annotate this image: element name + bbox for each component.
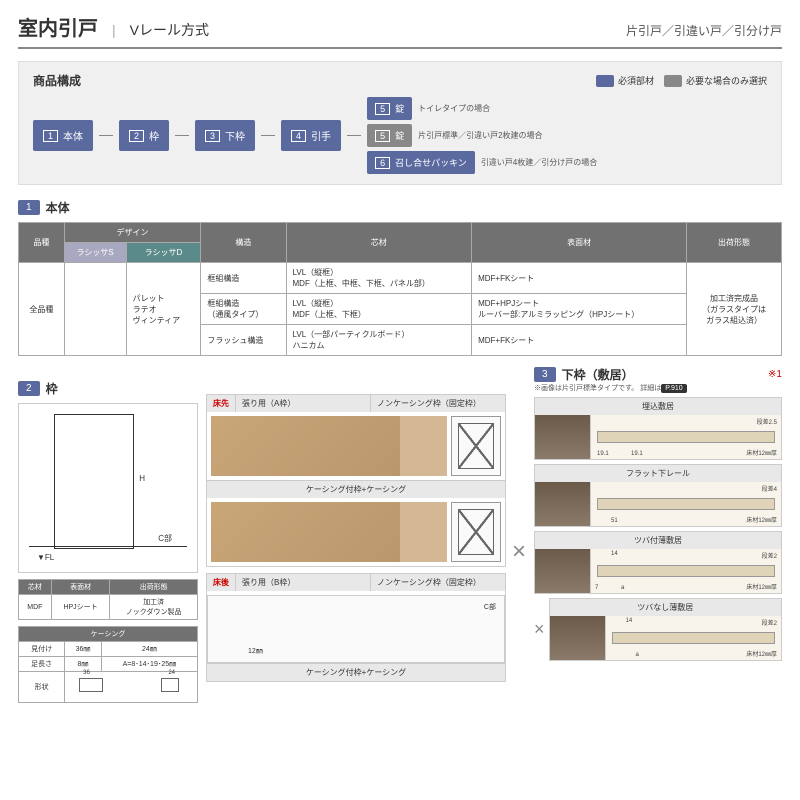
flow-opt-1: 5錠 xyxy=(367,97,412,120)
section-2-header: 2 枠 xyxy=(18,380,198,397)
diag-a2 xyxy=(451,502,501,562)
swatch-required xyxy=(596,75,614,87)
legend: 必須部材 必要な場合のみ選択 xyxy=(596,74,767,87)
frame-diagram: ▼FL C部 H xyxy=(18,403,198,573)
section-3-header: 3 下枠（敷居） xyxy=(534,366,634,383)
composition-panel: 商品構成 必須部材 必要な場合のみ選択 1本体 2枠 3下枠 4引手 5錠トイレ… xyxy=(18,61,782,185)
sill-2: フラット下レール 段差451床材12㎜厚 xyxy=(534,464,782,527)
swatch-optional xyxy=(664,75,682,87)
method-title: Vレール方式 xyxy=(130,20,209,40)
sill-note: ※画像は片引戸標準タイプです。 詳細はP.910 xyxy=(534,383,782,393)
frame-b-box: 床後張り用（B枠）ノンケーシング枠（固定枠） C部 12㎜ ケーシング付枠+ケー… xyxy=(206,573,506,682)
sill-1: 埋込敷居 段差2.519.119.1床材12㎜厚 xyxy=(534,397,782,460)
flow-item-2: 2枠 xyxy=(119,120,169,151)
flow-item-1: 1本体 xyxy=(33,120,93,151)
flow-item-3: 3下枠 xyxy=(195,120,255,151)
diag-a1 xyxy=(451,416,501,476)
diag-b: C部 12㎜ xyxy=(207,595,505,663)
sill-4: ツバなし薄敷居 14段差2a床材12㎜厚 xyxy=(549,598,782,661)
sill-3: ツバ付薄敷居 14段差27a床材12㎜厚 xyxy=(534,531,782,594)
divider: | xyxy=(112,22,116,38)
page-header: 室内引戸 | Vレール方式 片引戸／引違い戸／引分け戸 xyxy=(18,12,782,49)
door-types: 片引戸／引違い戸／引分け戸 xyxy=(626,22,782,39)
flow-item-4: 4引手 xyxy=(281,120,341,151)
frame-material-table: 芯材表面材出荷形態 MDFHPJシート加工済 ノックダウン製品 xyxy=(18,579,198,620)
composition-title: 商品構成 xyxy=(33,72,81,89)
flow-opt-3: 6召し合せパッキン xyxy=(367,151,475,174)
photo-a2 xyxy=(211,502,447,562)
casing-table: ケーシング 見付け36㎜24㎜ 足長さ8㎜A=8･14･19･25㎜ 形状362… xyxy=(18,626,198,703)
main-table: 品種 デザイン 構造 芯材 表面材 出荷形態 ラシッサSラシッサD 全品種 パレ… xyxy=(18,222,782,356)
section-1-header: 1 本体 xyxy=(18,199,782,216)
photo-a1 xyxy=(211,416,447,476)
cross-icon: × xyxy=(512,538,526,566)
frame-a-box: 床先張り用（A枠）ノンケーシング枠（固定枠） ケーシング付枠+ケーシング xyxy=(206,394,506,567)
page-title: 室内引戸 xyxy=(18,12,98,41)
flow-diagram: 1本体 2枠 3下枠 4引手 5錠トイレタイプの場合 5錠片引戸標準／引違い戸2… xyxy=(33,97,767,174)
cross-icon-2: × xyxy=(534,619,545,640)
footnote-marker: ※1 xyxy=(768,369,782,380)
flow-opt-2: 5錠 xyxy=(367,124,412,147)
